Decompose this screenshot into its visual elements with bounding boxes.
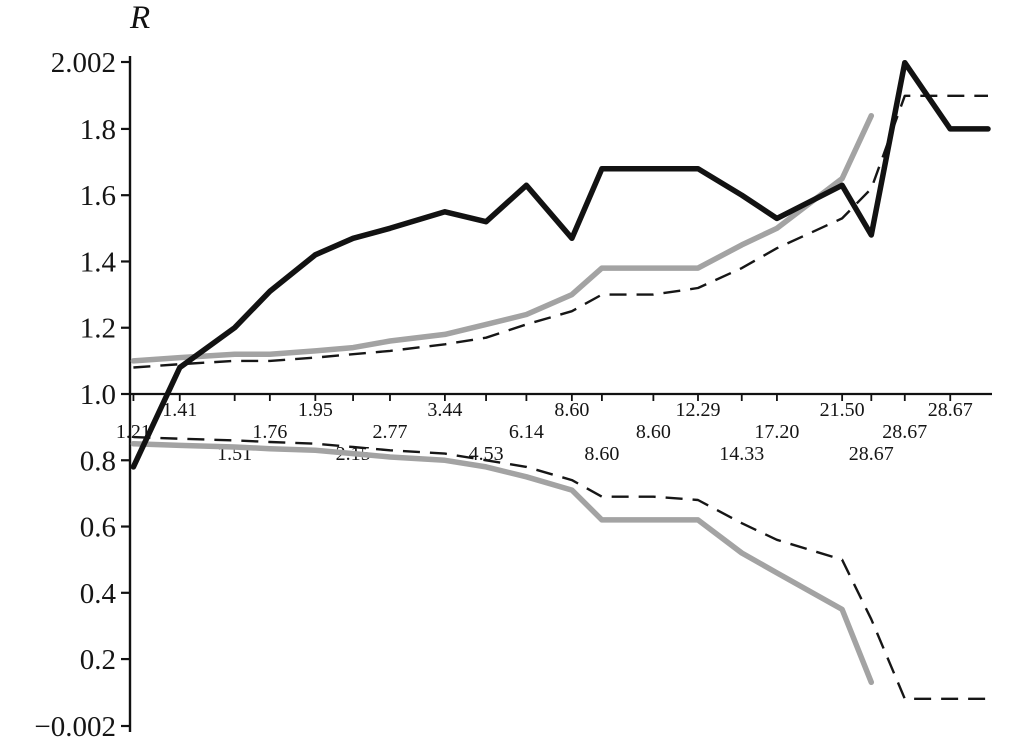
y-tick-label: 1.4	[80, 246, 117, 278]
x-tick-label: 4.53	[469, 443, 504, 465]
x-tick-label: 1.41	[162, 399, 197, 421]
series-dashed-upper	[133, 94, 988, 369]
x-tick-label: 28.67	[928, 399, 973, 421]
series-bold-solid	[130, 59, 991, 470]
y-tick-label: 0.4	[80, 578, 117, 610]
x-tick-label: 28.67	[849, 443, 894, 465]
x-tick-label: 1.76	[252, 421, 287, 443]
y-axis-title: R	[130, 0, 152, 36]
x-tick-label: 6.14	[509, 421, 544, 443]
y-tick-label: 0.6	[80, 512, 116, 544]
x-tick-label: 12.29	[675, 399, 720, 421]
x-tick-label: 8.60	[584, 443, 619, 465]
y-tick-label: 2.002	[51, 47, 116, 79]
series-dashed-lower	[133, 435, 988, 700]
y-tick-label: 1.2	[80, 313, 116, 345]
x-tick-label: 3.44	[427, 399, 462, 421]
x-tick-label: 28.67	[882, 421, 927, 443]
y-tick-label: 0.2	[80, 644, 116, 676]
x-tick-label: 14.33	[719, 443, 764, 465]
y-tick-label: 0.8	[80, 445, 116, 477]
x-tick-label: 8.60	[636, 421, 671, 443]
y-tick-label: 1.0	[80, 379, 116, 411]
x-tick-label: 17.20	[754, 421, 799, 443]
series-gray-lower	[130, 440, 875, 686]
y-tick-label: 1.8	[80, 114, 116, 146]
x-tick-label: 1.95	[298, 399, 333, 421]
y-tick-label: 1.6	[80, 180, 116, 212]
x-tick-label: 2.77	[372, 421, 407, 443]
x-tick-label: 21.50	[820, 399, 865, 421]
x-tick-label: 8.60	[554, 399, 589, 421]
y-tick-label: −0.002	[34, 711, 116, 743]
series-gray-upper	[130, 112, 875, 364]
